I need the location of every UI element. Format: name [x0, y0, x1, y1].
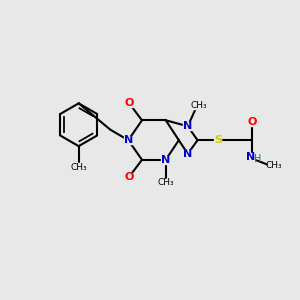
FancyBboxPatch shape	[183, 150, 192, 158]
FancyBboxPatch shape	[268, 163, 280, 169]
FancyBboxPatch shape	[73, 164, 85, 171]
Text: N: N	[246, 152, 255, 162]
Text: O: O	[248, 117, 257, 128]
Text: O: O	[125, 98, 134, 108]
Text: N: N	[124, 135, 133, 145]
FancyBboxPatch shape	[249, 119, 256, 126]
FancyBboxPatch shape	[126, 173, 133, 180]
Text: O: O	[125, 172, 134, 182]
FancyBboxPatch shape	[124, 136, 133, 144]
Text: CH₃: CH₃	[70, 163, 87, 172]
FancyBboxPatch shape	[161, 156, 170, 164]
Text: CH₃: CH₃	[265, 161, 282, 170]
Text: H: H	[254, 154, 262, 164]
FancyBboxPatch shape	[183, 122, 192, 130]
Text: S: S	[214, 135, 222, 145]
FancyBboxPatch shape	[214, 137, 221, 143]
FancyBboxPatch shape	[160, 180, 171, 186]
Text: N: N	[161, 155, 170, 165]
Text: CH₃: CH₃	[158, 178, 174, 188]
Text: N: N	[183, 121, 192, 131]
FancyBboxPatch shape	[193, 102, 204, 109]
Text: N: N	[183, 149, 192, 159]
FancyBboxPatch shape	[247, 153, 255, 161]
Text: CH₃: CH₃	[190, 101, 207, 110]
FancyBboxPatch shape	[126, 100, 133, 106]
